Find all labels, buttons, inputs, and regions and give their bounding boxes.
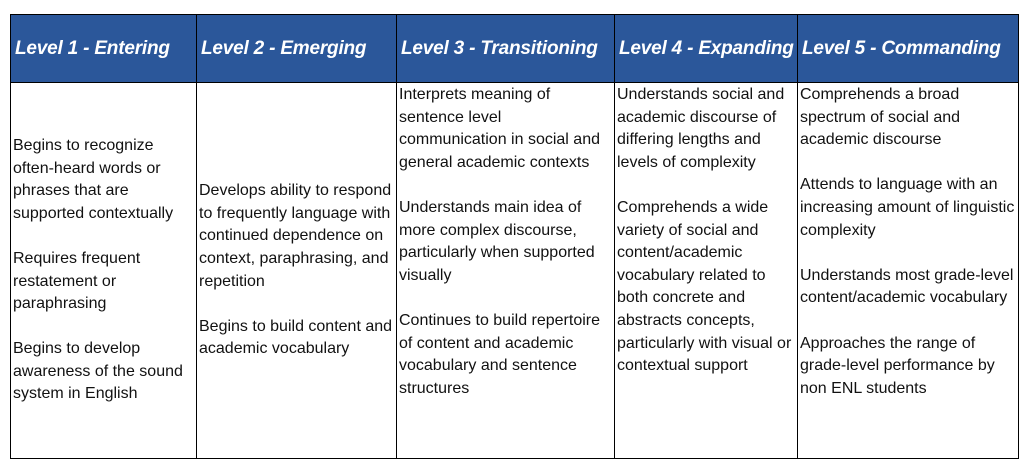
level-5-descriptor: Comprehends a broad spectrum of social a… xyxy=(800,86,961,149)
level-5-descriptor: Understands most grade-level content/aca… xyxy=(800,266,1014,307)
descriptor-row: Begins to recognize often-heard words or… xyxy=(10,82,1019,459)
level-4-descriptor: Comprehends a wide variety of social and… xyxy=(617,198,792,375)
level-3-descriptor: Continues to build repertoire of content… xyxy=(399,311,601,397)
header-level-4: Level 4 - Expanding xyxy=(614,14,798,83)
level-2-descriptor: Develops ability to respond to frequentl… xyxy=(199,182,392,290)
level-1-descriptor: Begins to recognize often-heard words or… xyxy=(13,136,174,222)
header-row: Level 1 - Entering Level 2 - Emerging Le… xyxy=(10,14,1019,83)
level-5-descriptor: Approaches the range of grade-level perf… xyxy=(800,334,995,397)
level-3-descriptor: Interprets meaning of sentence level com… xyxy=(399,86,600,171)
cell-level-3: Interprets meaning of sentence level com… xyxy=(396,82,615,459)
cell-level-1: Begins to recognize often-heard words or… xyxy=(10,82,197,459)
cell-level-2: Develops ability to respond to frequentl… xyxy=(196,82,397,459)
cell-level-5: Comprehends a broad spectrum of social a… xyxy=(797,82,1019,459)
cell-level-4: Understands social and academic discours… xyxy=(614,82,798,459)
header-level-2: Level 2 - Emerging xyxy=(196,14,397,83)
language-levels-table: Level 1 - Entering Level 2 - Emerging Le… xyxy=(10,14,1019,459)
level-3-descriptor: Understands main idea of more complex di… xyxy=(399,198,595,284)
header-level-5: Level 5 - Commanding xyxy=(797,14,1019,83)
level-2-descriptor: Begins to build content and academic voc… xyxy=(199,317,393,358)
level-1-descriptor: Requires frequent restatement or paraphr… xyxy=(13,249,141,313)
level-1-descriptor: Begins to develop awareness of the sound… xyxy=(13,340,183,403)
level-5-descriptor: Attends to language with an increasing a… xyxy=(800,176,1015,239)
level-4-descriptor: Understands social and academic discours… xyxy=(617,86,785,171)
header-level-1: Level 1 - Entering xyxy=(10,14,197,83)
header-level-3: Level 3 - Transitioning xyxy=(396,14,615,83)
